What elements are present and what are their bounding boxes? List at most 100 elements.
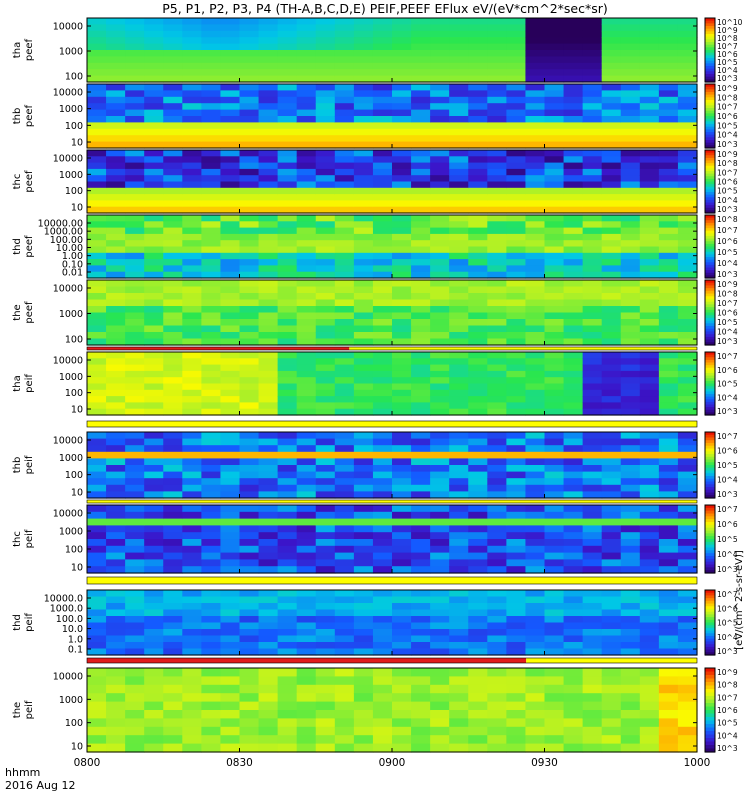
colorbar-segment [705,675,715,680]
heatmap-cell [334,635,355,643]
heatmap-cell [201,338,222,346]
heatmap-cell [334,56,355,64]
heatmap-cell [163,389,183,397]
heatmap-cell [106,432,126,440]
heatmap-cell [658,726,679,736]
heatmap-cell [639,271,660,279]
heatmap-cell [658,648,679,656]
colorbar-segment [705,173,715,177]
heatmap-cell [658,609,679,617]
heatmap-cell [125,676,145,686]
heatmap-cell [639,24,660,32]
panel-label-the-peef: the [12,304,23,320]
heatmap-cell [601,252,622,260]
heatmap-cell [411,246,431,254]
colorbar-segment [705,126,715,130]
heatmap-cell [315,181,336,189]
heatmap-cell [639,43,660,51]
heatmap-cell [372,364,393,372]
heatmap-cell [372,109,393,117]
heatmap-cell [106,128,126,136]
heatmap-cell [258,484,279,492]
heatmap-cell [220,135,241,143]
heatmap-cell [525,710,546,719]
heatmap-cell [182,109,202,117]
heatmap-cell [639,616,660,624]
heatmap-cell [468,200,488,208]
heatmap-cell [392,293,412,301]
heatmap-cell [125,75,145,83]
colorbar-thb-peif: 10^710^610^510^410^3 [704,431,738,499]
heatmap-cell [411,389,431,397]
heatmap-cell [334,693,355,703]
colorbar-segment [705,230,715,234]
heatmap-cell [277,635,298,643]
heatmap-cell [315,478,336,486]
heatmap-cell [87,319,107,327]
heatmap-cell [658,622,679,630]
heatmap-cell [201,539,222,547]
heatmap-cell [411,735,431,745]
heatmap-cell [258,438,279,446]
heatmap-cell [296,465,317,473]
heatmap-cell [125,293,145,301]
heatmap-cell [372,50,393,57]
heatmap-cell [277,265,298,273]
heatmap-cell [87,432,107,440]
heatmap-cell [468,718,488,728]
heatmap-cell [601,325,622,333]
heatmap-cell [163,465,183,473]
heatmap-cell [258,141,279,149]
heatmap-cell [620,511,641,520]
heatmap-cell [220,668,241,677]
heatmap-cell [106,559,126,567]
heatmap-cell [487,389,507,397]
heatmap-cell [639,259,660,266]
heatmap-cell [163,545,183,554]
heatmap-cell [677,162,698,170]
heatmap-cell [544,56,565,64]
heatmap-cell [182,676,202,686]
colorbar-segment [705,539,715,543]
heatmap-cell [582,383,603,391]
heatmap-cell [144,50,164,57]
heatmap-cell [182,358,202,366]
heatmap-cell [125,701,145,711]
heatmap-cell [525,525,546,533]
heatmap-cell [334,684,355,694]
heatmap-cell [296,194,317,201]
heatmap-cell [372,408,393,416]
heatmap-cell [277,338,298,346]
heatmap-cell [658,735,679,745]
heatmap-cell [392,306,412,314]
colorbar-segment [705,42,715,46]
heatmap-cell [182,150,202,157]
heatmap-cell [430,389,450,397]
heatmap-cell [144,609,164,617]
colorbar-segment [705,527,715,532]
heatmap-cell [372,596,393,604]
colorbar-segment [705,220,715,224]
heatmap-cell [106,370,126,378]
heatmap-cell [372,358,393,366]
heatmap-cell [601,484,622,492]
heatmap-cell [125,438,145,446]
heatmap-cell [487,156,507,164]
heatmap-cell [525,332,546,340]
heatmap-cell [353,735,374,745]
heatmap-cell [315,259,336,266]
colorbar-segment [705,134,715,138]
heatmap-cell [639,62,660,70]
heatmap-cell [430,233,450,241]
heatmap-cell [372,84,393,91]
heatmap-cell [106,227,126,235]
heatmap-cell [468,743,488,753]
heatmap-cell [258,116,279,123]
colorbar-segment [705,731,715,736]
heatmap-cell [487,215,507,222]
heatmap-cell [430,451,450,459]
heatmap-cell [411,491,431,499]
heatmap-cell [487,50,507,57]
heatmap-cell [487,432,507,440]
heatmap-cell [277,458,298,466]
